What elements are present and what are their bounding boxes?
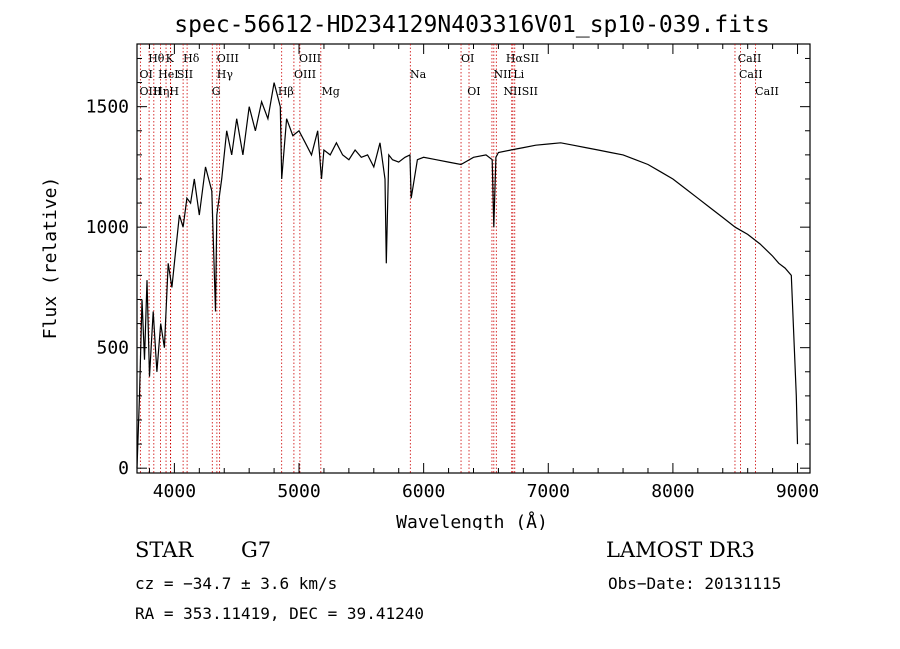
- line-label: HαSII: [506, 52, 539, 65]
- line-label: SII: [177, 68, 193, 81]
- line-label: OIII: [217, 52, 239, 65]
- y-axis-ticks: 0 500 1000 1500: [86, 57, 810, 479]
- y-axis-label: Flux (relative): [40, 177, 61, 340]
- observation-date: Obs−Date: 20131115: [608, 574, 782, 593]
- x-tick-label: 9000: [776, 481, 819, 502]
- x-tick-label: 5000: [277, 481, 320, 502]
- line-label: NIISII: [503, 85, 538, 98]
- spectrum-chart: spec-56612-HD234129N403316V01_sp10-039.f…: [40, 12, 819, 530]
- plot-frame: [136, 43, 811, 474]
- x-axis-label: Wavelength (Å): [396, 511, 548, 530]
- line-label: OIII: [299, 52, 321, 65]
- x-tick-label: 6000: [402, 481, 445, 502]
- object-subclass: G7: [241, 538, 272, 562]
- y-tick-label: 1500: [86, 97, 129, 118]
- line-label: NII: [493, 68, 511, 81]
- x-tick-label: 8000: [651, 481, 694, 502]
- y-tick-label: 1000: [86, 217, 129, 238]
- x-tick-label: 7000: [527, 481, 570, 502]
- line-label: H: [169, 85, 179, 98]
- line-label: OI: [139, 68, 152, 81]
- chart-title: spec-56612-HD234129N403316V01_sp10-039.f…: [174, 12, 769, 38]
- line-label: CaII: [739, 68, 763, 81]
- line-label: CaII: [738, 52, 762, 65]
- line-label: OIII: [294, 68, 316, 81]
- x-tick-label: 4000: [153, 481, 196, 502]
- x-axis-ticks: 4000 5000 6000 7000 8000 9000: [148, 44, 819, 502]
- spectrum-line: [136, 82, 799, 469]
- line-label: G: [212, 85, 221, 98]
- y-tick-label: 500: [96, 338, 129, 359]
- line-label: Na: [410, 68, 427, 81]
- line-markers: [139, 44, 756, 473]
- line-label: HeI: [158, 68, 178, 81]
- line-label: Li: [513, 68, 524, 81]
- line-label: OI: [461, 52, 474, 65]
- line-label: Hθ: [148, 52, 165, 65]
- line-label: K: [166, 52, 175, 65]
- line-label: Hβ: [278, 85, 294, 98]
- coordinates: RA = 353.11419, DEC = 39.41240: [135, 604, 424, 623]
- line-label: Mg: [321, 85, 339, 98]
- object-class: STAR: [135, 538, 194, 562]
- survey-name: LAMOST DR3: [606, 538, 755, 562]
- line-label: Hδ: [183, 52, 200, 65]
- y-tick-label: 0: [118, 458, 129, 479]
- line-label: OI: [467, 85, 480, 98]
- line-label: Hγ: [217, 68, 234, 81]
- line-label: OIII: [139, 85, 161, 98]
- redshift-cz: cz = −34.7 ± 3.6 km/s: [135, 574, 338, 593]
- line-label: CaII: [755, 85, 779, 98]
- line-label: Hη: [153, 85, 169, 98]
